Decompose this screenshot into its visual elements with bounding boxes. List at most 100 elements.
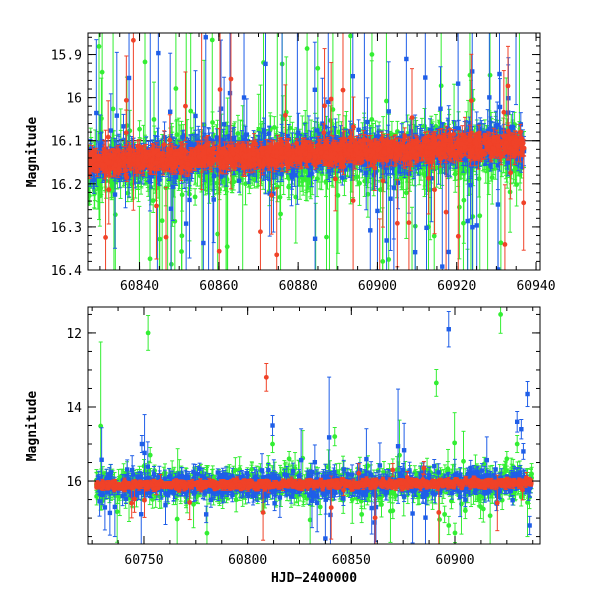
- data-point: [365, 119, 370, 125]
- data-point: [368, 228, 373, 233]
- data-point: [159, 218, 165, 224]
- data-point: [424, 225, 429, 231]
- data-point: [147, 256, 153, 262]
- data-point: [150, 198, 156, 204]
- data-point: [431, 233, 437, 239]
- data-point: [386, 109, 391, 114]
- data-point: [137, 298, 142, 303]
- data-point: [357, 180, 362, 186]
- data-point: [155, 300, 159, 304]
- data-point: [168, 206, 174, 211]
- data-point: [211, 197, 216, 202]
- data-point: [378, 187, 383, 193]
- data-point: [227, 90, 233, 96]
- data-point: [469, 299, 474, 304]
- data-point: [369, 52, 375, 57]
- data-point: [192, 194, 198, 200]
- data-point: [456, 204, 462, 210]
- data-point: [487, 72, 493, 78]
- data-point: [112, 323, 117, 328]
- data-point: [465, 218, 470, 224]
- data-point: [200, 300, 205, 305]
- data-point: [278, 211, 283, 217]
- data-point: [446, 249, 451, 255]
- data-point: [312, 236, 318, 241]
- data-point: [410, 345, 415, 350]
- top-plot-area: [88, 8, 540, 426]
- data-point: [330, 107, 336, 112]
- data-point: [391, 185, 397, 190]
- data-point: [380, 259, 386, 264]
- data-point: [263, 61, 268, 67]
- data-point: [156, 50, 161, 56]
- data-point: [497, 104, 503, 110]
- data-point: [206, 304, 210, 308]
- data-point: [438, 83, 444, 89]
- data-point: [476, 176, 482, 182]
- data-point: [277, 194, 283, 200]
- data-point: [218, 106, 224, 111]
- data-point: [348, 33, 353, 39]
- data-point: [251, 177, 257, 183]
- data-point: [221, 122, 227, 127]
- data-point: [386, 257, 392, 262]
- data-point: [470, 225, 475, 230]
- data-point: [477, 213, 483, 219]
- data-point: [231, 179, 237, 185]
- data-point: [403, 190, 409, 196]
- data-point: [108, 128, 114, 133]
- data-point: [395, 180, 401, 186]
- data-point: [328, 118, 333, 123]
- data-point: [465, 421, 470, 426]
- data-point: [507, 189, 513, 195]
- data-point: [514, 8, 518, 12]
- data-point: [142, 59, 148, 65]
- data-point: [137, 126, 142, 132]
- data-point: [485, 294, 490, 299]
- data-point: [497, 71, 502, 77]
- data-point: [375, 208, 380, 214]
- data-point: [112, 192, 118, 197]
- data-point: [183, 221, 189, 226]
- data-point: [350, 73, 356, 79]
- data-point: [187, 197, 192, 203]
- data-point: [275, 27, 280, 32]
- data-point: [99, 69, 105, 75]
- data-point: [319, 171, 325, 176]
- data-point: [114, 113, 120, 118]
- data-point: [365, 191, 371, 197]
- data-point: [304, 46, 310, 51]
- data-point: [295, 16, 299, 20]
- data-point: [327, 283, 332, 288]
- data-point: [452, 171, 458, 177]
- data-point: [315, 65, 321, 71]
- data-point: [151, 117, 157, 122]
- data-point: [324, 234, 329, 240]
- data-point: [474, 223, 479, 228]
- data-point: [487, 95, 492, 100]
- data-point: [124, 123, 130, 128]
- data-point: [455, 81, 461, 86]
- data-point: [461, 220, 466, 226]
- data-point: [438, 106, 443, 111]
- data-point: [94, 110, 99, 116]
- data-point: [498, 240, 504, 246]
- data-point: [167, 109, 173, 114]
- data-point: [193, 113, 198, 119]
- data-point: [110, 106, 116, 112]
- data-point: [388, 196, 393, 201]
- data-point: [440, 264, 445, 269]
- data-point: [209, 37, 215, 43]
- data-point: [188, 108, 194, 114]
- data-point: [126, 75, 132, 81]
- data-point: [243, 181, 248, 187]
- data-point: [203, 35, 208, 40]
- data-point: [404, 56, 409, 62]
- data-point: [412, 249, 418, 255]
- data-point: [165, 284, 170, 289]
- data-point: [334, 281, 339, 286]
- data-point: [173, 86, 179, 91]
- data-point: [470, 69, 475, 74]
- data-point: [157, 329, 162, 334]
